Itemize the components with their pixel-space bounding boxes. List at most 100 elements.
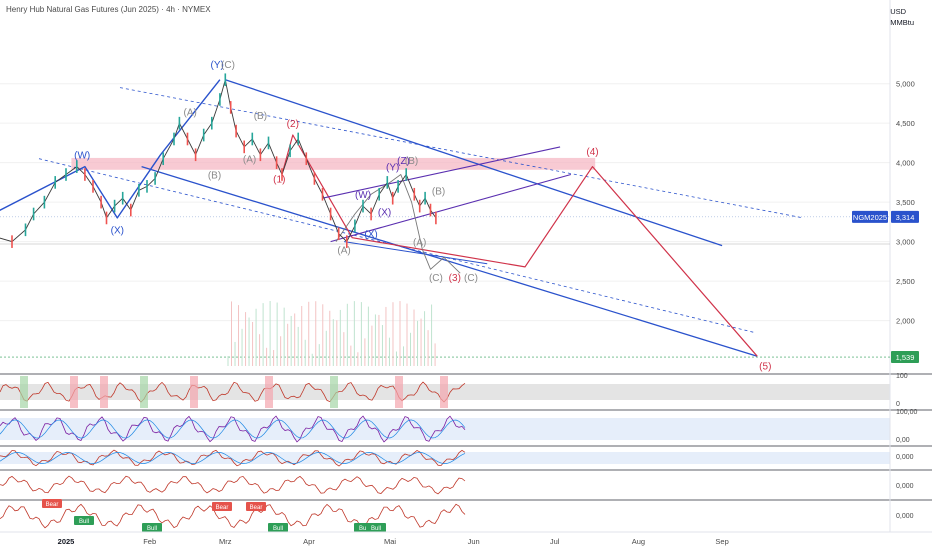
signal-line — [0, 419, 466, 439]
date-tick-label: Jun — [468, 537, 480, 546]
panel-band — [0, 506, 890, 526]
wave-label: (A) — [337, 245, 350, 256]
price-tick-label: 3,500 — [896, 198, 915, 207]
wave-line-blue-channel-upper — [225, 79, 723, 247]
symbol-label: NGM2025 — [853, 213, 887, 222]
signal-tag-label: Bull — [79, 519, 89, 525]
chart-title: Henry Hub Natural Gas Futures (Jun 2025)… — [6, 5, 211, 14]
date-tick-label: Mrz — [219, 537, 232, 546]
indicator-tick-label: 0,000 — [896, 483, 914, 490]
wave-label: (B) — [432, 186, 445, 197]
currency-label: USD — [890, 7, 907, 16]
indicator-tick-label: 100,00 — [896, 409, 918, 416]
signal-tag — [142, 523, 162, 532]
rsi-highlight — [190, 376, 198, 408]
panel-band — [0, 452, 890, 464]
price-series — [0, 73, 437, 366]
oscillator-line — [0, 475, 466, 495]
date-tick-label: 2025 — [58, 537, 75, 546]
indicator-tick-label: 0,000 — [896, 513, 914, 520]
rsi-highlight — [140, 376, 148, 408]
wave-label: (4) — [586, 147, 598, 158]
panel-band — [0, 478, 890, 492]
price-axis: 5,000 4,500 4,000 3,500 3,000 2,500 2,000 NGM20… — [852, 80, 919, 364]
price-tick-label: 4,500 — [896, 119, 915, 128]
signal-tag-label: Bear — [250, 505, 263, 511]
wave-labels: (W)(X)(Y)(C)(A) (B)(A)(B)(2)(1)(A)(W)(X)(… — [74, 60, 771, 373]
wave-label: (C) — [429, 273, 443, 284]
rsi-highlight — [440, 376, 448, 408]
signal-tag — [212, 502, 232, 511]
rsi-highlight — [20, 376, 28, 408]
wave-lines — [0, 79, 804, 357]
wave-label: (A) — [243, 155, 256, 166]
unit-label: MMBtu — [890, 18, 914, 27]
signal-tag-label: Bear — [216, 505, 229, 511]
wave-line-blue-channel-mid — [344, 241, 488, 265]
wave-label: (A) — [184, 107, 197, 118]
signal-tag-label: Bull — [147, 526, 157, 532]
signal-tag — [366, 523, 386, 532]
date-tick-label: Feb — [143, 537, 156, 546]
wave-label: (C) — [464, 273, 478, 284]
signal-tag — [268, 523, 288, 532]
signal-line — [0, 452, 466, 464]
symbol-badge — [852, 210, 888, 223]
resistance-zone-rect — [71, 157, 596, 170]
wave-line-blue-channel-lower — [141, 165, 758, 357]
rsi-highlight — [395, 376, 403, 408]
wave-line-red-wave — [281, 134, 758, 357]
price-tick-label: 4,000 — [896, 159, 915, 168]
date-tick-label: Aug — [632, 537, 645, 546]
last-price-label: 3,314 — [896, 213, 915, 222]
signal-tag-label: Bull — [371, 526, 381, 532]
last-price-badge — [891, 210, 919, 223]
wave-label: (Y) — [386, 163, 399, 174]
oscillator-line — [0, 503, 466, 529]
wave-label: (Z) — [397, 156, 410, 167]
wave-label: (3) — [449, 273, 461, 284]
indicator-tick-label: 0,000 — [896, 454, 914, 461]
indicator-tick-label: 0,00 — [896, 437, 910, 444]
wave-label: (X) — [378, 208, 391, 219]
date-tick-label: Apr — [303, 537, 315, 546]
signal-tag-label: Bull — [273, 526, 283, 532]
wave-label: (X) — [364, 230, 377, 241]
signal-tag-label: Bear — [46, 502, 59, 508]
target-badge — [891, 351, 919, 364]
wave-line-blue-dashed-upper — [119, 87, 804, 219]
wave-line-purple-channel-2 — [330, 173, 572, 243]
signal-tag-label: Bull — [359, 526, 369, 532]
price-tick-label: 2,500 — [896, 277, 915, 286]
wave-label: (W) — [355, 190, 371, 201]
wave-label: (1) — [273, 174, 285, 185]
signal-tag — [74, 516, 94, 525]
price-line — [0, 79, 437, 243]
date-tick-label: Sep — [715, 537, 728, 546]
date-axis: 2025 Feb Mrz Apr Mai Jun Jul Aug Sep — [0, 531, 932, 546]
signal-tag — [246, 502, 266, 511]
rsi-highlight — [265, 376, 273, 408]
wave-label: (B) — [208, 170, 221, 181]
wave-label: (C) — [221, 60, 235, 71]
wave-label: (B) — [405, 156, 418, 167]
resistance-zone — [71, 157, 596, 170]
price-tick-label: 5,000 — [896, 80, 915, 89]
wave-label: (2) — [287, 119, 299, 130]
wave-line-purple-channel — [322, 146, 561, 199]
panel-band — [0, 418, 890, 440]
currency-unit-label: USD MMBtu — [890, 6, 914, 28]
price-tick-label: 2,000 — [896, 317, 915, 326]
wave-label: (B) — [254, 111, 267, 122]
wave-label: (W) — [74, 151, 90, 162]
rsi-highlight — [100, 376, 108, 408]
wave-label: (A) — [413, 238, 426, 249]
date-tick-label: Jul — [550, 537, 560, 546]
target-label: 1,539 — [896, 353, 915, 362]
wave-line-blue-wxy — [0, 79, 221, 219]
indicator-tick-label: 0 — [896, 401, 900, 408]
wave-label: (X) — [111, 226, 124, 237]
price-tick-label: 3,000 — [896, 238, 915, 247]
